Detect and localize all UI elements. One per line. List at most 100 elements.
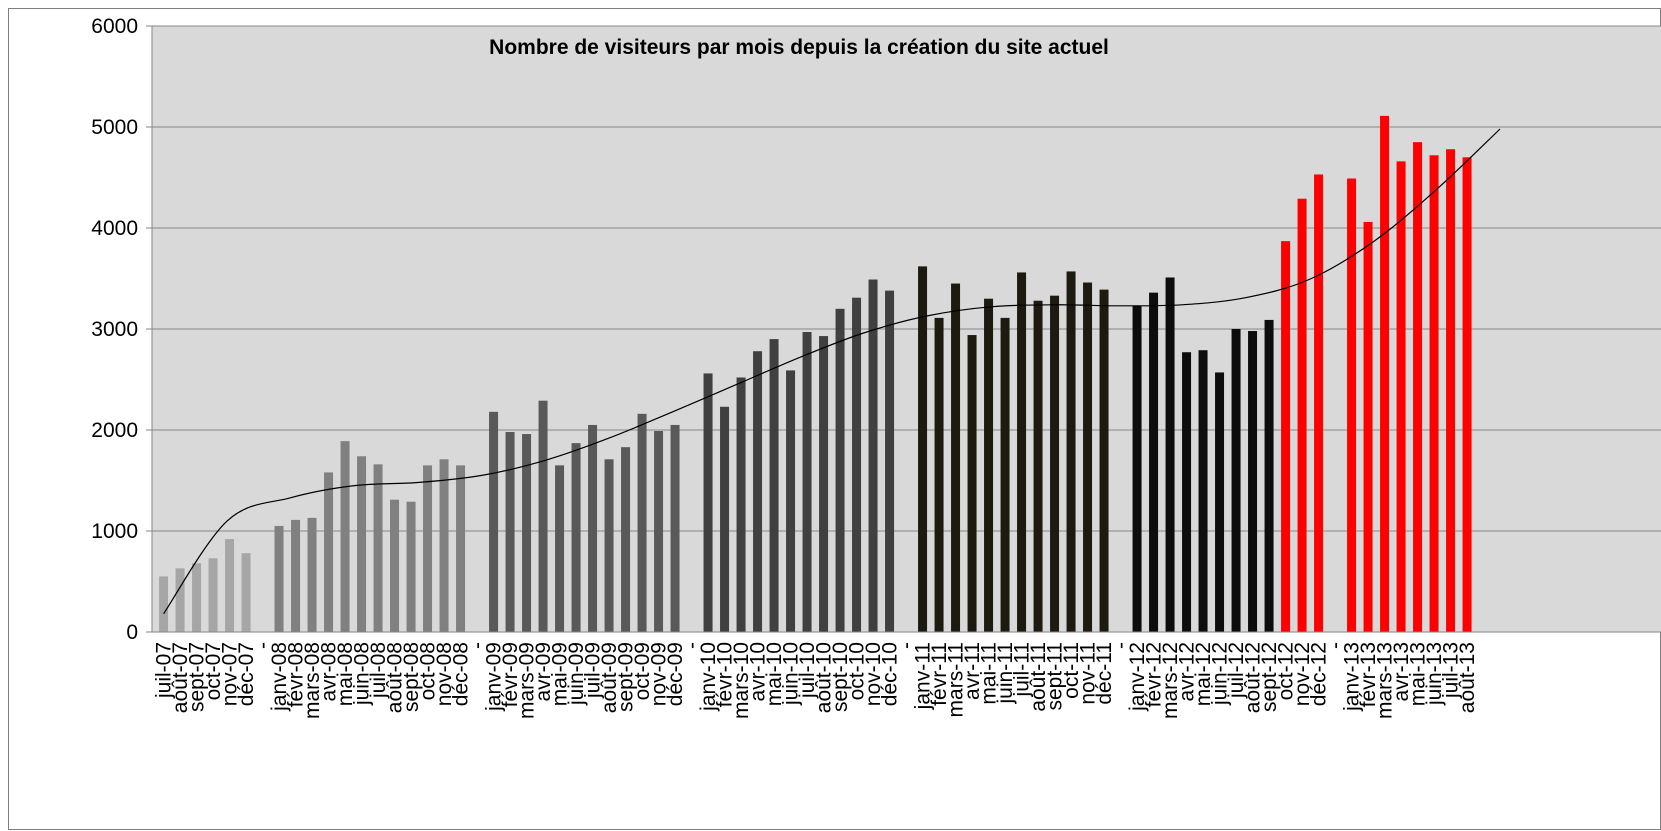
bar-sept-10 — [835, 308, 845, 632]
x-tick-label: avr-13 — [1390, 642, 1413, 702]
bar-janv-10 — [703, 373, 713, 632]
bar-juil-07 — [159, 576, 169, 632]
bar-oct-08 — [423, 465, 433, 632]
x-tick-label: nov-10 — [862, 642, 885, 706]
x-tick-label: déc-11 — [1093, 642, 1116, 705]
trendline — [163, 128, 1501, 615]
bar-nov-07 — [225, 539, 235, 632]
x-tick-label: déc-12 — [1308, 642, 1331, 706]
x-tick-label: févr-08 — [285, 642, 308, 707]
x-tick-label: mai-12 — [1192, 642, 1215, 706]
x-tick-label: - — [895, 642, 918, 649]
x-tick-label: juin-10 — [780, 642, 803, 706]
bar-févr-09 — [505, 432, 515, 632]
x-tick-label: avr-08 — [318, 642, 341, 702]
bar-oct-12 — [1281, 241, 1291, 632]
x-axis-ticks: juil-07août-07sept-07oct-07nov-07déc-07-… — [153, 642, 1480, 719]
bar-juin-13 — [1429, 155, 1439, 632]
bar-mai-13 — [1413, 142, 1423, 632]
x-tick-label: - — [1324, 642, 1347, 649]
bar-sept-11 — [1050, 295, 1060, 632]
bar-juin-11 — [1000, 317, 1010, 632]
bar-mai-09 — [555, 465, 565, 632]
y-tick-label: 5000 — [91, 116, 138, 139]
x-tick-label: août-09 — [598, 642, 621, 713]
bar-mars-11 — [951, 283, 961, 632]
gridlines — [152, 25, 1661, 532]
bar-janv-13 — [1347, 178, 1357, 632]
bar-janv-12 — [1132, 305, 1142, 632]
x-tick-label: août-11 — [1027, 642, 1050, 712]
x-tick-label: janv-12 — [1126, 642, 1149, 712]
x-tick-label: févr-10 — [714, 642, 737, 707]
x-tick-label: nov-12 — [1291, 642, 1314, 706]
x-tick-label: oct-09 — [631, 642, 654, 700]
bar-mai-12 — [1198, 350, 1208, 632]
bar-déc-07 — [241, 553, 251, 632]
bar-juin-09 — [571, 443, 581, 632]
bar-oct-11 — [1066, 271, 1076, 632]
bar-déc-12 — [1314, 174, 1324, 632]
bar-juil-13 — [1446, 149, 1456, 632]
y-tick-label: 4000 — [91, 217, 138, 240]
bar-déc-09 — [670, 424, 680, 632]
x-tick-label: mars-09 — [516, 642, 539, 719]
x-tick-label: juil-08 — [367, 642, 390, 699]
bar-sept-09 — [621, 447, 631, 632]
x-tick-label: juin-13 — [1423, 642, 1446, 706]
x-tick-label: nov-07 — [219, 642, 242, 706]
bar-avr-10 — [753, 351, 763, 632]
bar-juil-10 — [802, 332, 812, 632]
y-axis-ticks: 0 1000 2000 3000 4000 5000 6000 — [91, 15, 152, 644]
bar-janv-08 — [274, 525, 284, 632]
bar-nov-08 — [439, 459, 449, 632]
bar-mai-10 — [769, 339, 779, 632]
bar-nov-10 — [868, 279, 878, 632]
x-tick-label: oct-10 — [846, 642, 869, 700]
x-tick-label: mai-09 — [549, 642, 572, 706]
chart-frame: 0 1000 2000 3000 4000 5000 6000 juil-07 août-07… — [8, 8, 1661, 830]
bar-oct-07 — [208, 558, 218, 632]
x-tick-label: juil-09 — [582, 642, 605, 699]
x-tick-label: - — [1110, 642, 1133, 649]
bar-août-13 — [1462, 157, 1472, 633]
x-tick-label: juil-07 — [153, 642, 176, 699]
bar-août-09 — [604, 459, 614, 632]
x-tick-label: févr-12 — [1143, 642, 1166, 707]
x-tick-label: juin-11 — [994, 642, 1017, 704]
bar-déc-08 — [456, 465, 466, 632]
x-tick-label: sept-09 — [615, 642, 638, 712]
x-tick-label: oct-12 — [1275, 642, 1298, 700]
x-tick-label: sept-10 — [829, 642, 852, 712]
x-tick-label: mars-12 — [1159, 642, 1182, 719]
x-tick-label: mars-11 — [945, 642, 968, 717]
bar-août-10 — [819, 336, 829, 632]
x-tick-label: juin-08 — [351, 642, 374, 706]
chart-title: Nombre de visiteurs par mois depuis la c… — [489, 36, 1109, 59]
x-tick-label: août-08 — [384, 642, 407, 713]
bar-mai-11 — [984, 298, 994, 632]
bar-janv-09 — [489, 411, 499, 632]
x-tick-label: août-10 — [813, 642, 836, 713]
x-tick-label: janv-11 — [912, 642, 935, 710]
x-tick-label: nov-09 — [648, 642, 671, 706]
visitors-bar-chart: 0 1000 2000 3000 4000 5000 6000 juil-07août-07… — [91, 15, 1661, 719]
x-tick-label: déc-08 — [450, 642, 473, 706]
bar-avr-11 — [967, 335, 977, 632]
bar-avr-09 — [538, 400, 548, 632]
x-tick-label: mai-08 — [334, 642, 357, 706]
bar-juil-11 — [1017, 272, 1027, 632]
x-tick-label: mai-13 — [1407, 642, 1430, 706]
x-tick-label: nov-11 — [1077, 642, 1100, 705]
x-tick-label: - — [466, 642, 489, 649]
bar-juin-10 — [786, 370, 796, 632]
bar-nov-12 — [1297, 198, 1307, 632]
x-tick-label: oct-08 — [417, 642, 440, 700]
y-tick-label: 3000 — [91, 318, 138, 341]
bar-févr-12 — [1149, 292, 1159, 632]
x-tick-label: juil-11 — [1011, 642, 1034, 697]
y-tick-label: 6000 — [91, 15, 138, 38]
x-tick-label: juil-13 — [1440, 642, 1463, 699]
x-tick-label: févr-09 — [499, 642, 522, 707]
bars — [159, 115, 1472, 633]
